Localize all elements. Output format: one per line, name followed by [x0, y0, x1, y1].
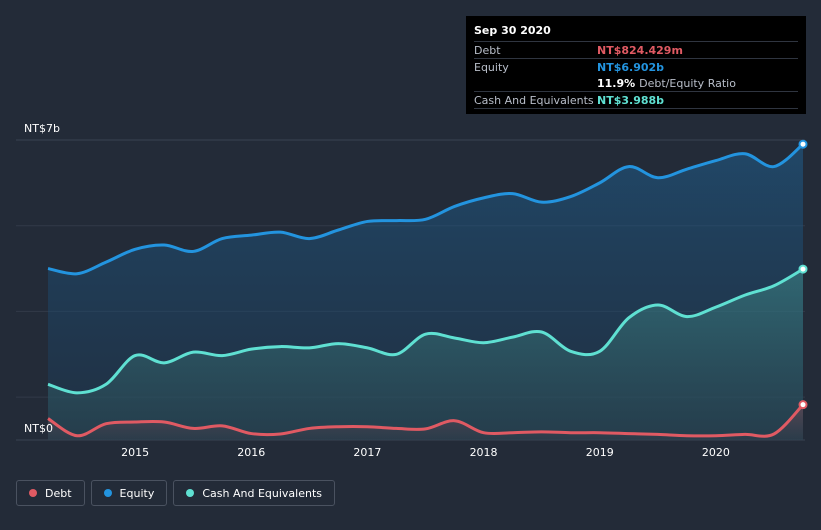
x-tick-label: 2019 — [586, 446, 614, 459]
tooltip-ratio-label: Debt/Equity Ratio — [639, 76, 736, 90]
tooltip-cash-value: NT$3.988b — [597, 93, 665, 107]
debt-dot-icon — [29, 489, 37, 497]
legend-item-equity[interactable]: Equity — [90, 480, 168, 506]
legend-equity-label: Equity — [119, 486, 155, 500]
x-tick-label: 2016 — [237, 446, 265, 459]
series-lines — [47, 143, 805, 438]
series-endpoints — [798, 139, 808, 410]
y-axis-bottom-label: NT$0 — [24, 422, 53, 435]
legend-item-debt[interactable]: Debt — [16, 480, 85, 506]
cash-dot-icon — [186, 489, 195, 497]
debt-area — [48, 404, 803, 440]
equity-endpoint — [798, 139, 808, 149]
debt-endpoint — [798, 400, 808, 410]
tooltip-row-debt: Debt NT$824.429m — [474, 41, 798, 58]
cash-and-equivalents-area — [48, 269, 803, 440]
equity-line — [47, 143, 804, 276]
tooltip-row-cash: Cash And Equivalents NT$3.988b — [474, 91, 798, 109]
x-tick-label: 2020 — [702, 446, 730, 459]
legend-debt-label: Debt — [45, 486, 72, 500]
legend-cash-label: Cash And Equivalents — [202, 486, 322, 500]
tooltip-date: Sep 30 2020 — [474, 24, 551, 37]
y-axis-top-label: NT$7b — [24, 122, 60, 135]
x-tick-label: 2015 — [121, 446, 149, 459]
tooltip-equity-label: Equity — [474, 60, 509, 74]
debt-line — [47, 403, 805, 438]
tooltip-debt-label: Debt — [474, 43, 501, 57]
tooltip-ratio-value: 11.9% — [597, 76, 636, 90]
legend-item-cash[interactable]: Cash And Equivalents — [173, 480, 335, 506]
tooltip-cash-label: Cash And Equivalents — [474, 93, 594, 107]
hover-tooltip: Sep 30 2020 Debt NT$824.429m Equity NT$6… — [466, 16, 806, 114]
series-areas — [48, 144, 803, 440]
equity-dot-icon — [103, 489, 112, 497]
cash-and-equivalents-line — [47, 267, 804, 395]
tooltip-equity-value: NT$6.902b — [597, 60, 665, 74]
tooltip-debt-value: NT$824.429m — [597, 43, 683, 57]
tooltip-row-equity: Equity NT$6.902b — [474, 58, 798, 75]
x-tick-label: 2017 — [353, 446, 381, 459]
x-tick-label: 2018 — [470, 446, 498, 459]
x-axis-ticks: 2015 2016 2017 2018 2019 2020 — [121, 446, 730, 459]
tooltip-row-ratio: 11.9% Debt/Equity Ratio — [474, 75, 798, 91]
chart-legend: Debt Equity Cash And Equivalents — [16, 480, 335, 506]
cash-and-equivalents-endpoint — [798, 264, 808, 274]
